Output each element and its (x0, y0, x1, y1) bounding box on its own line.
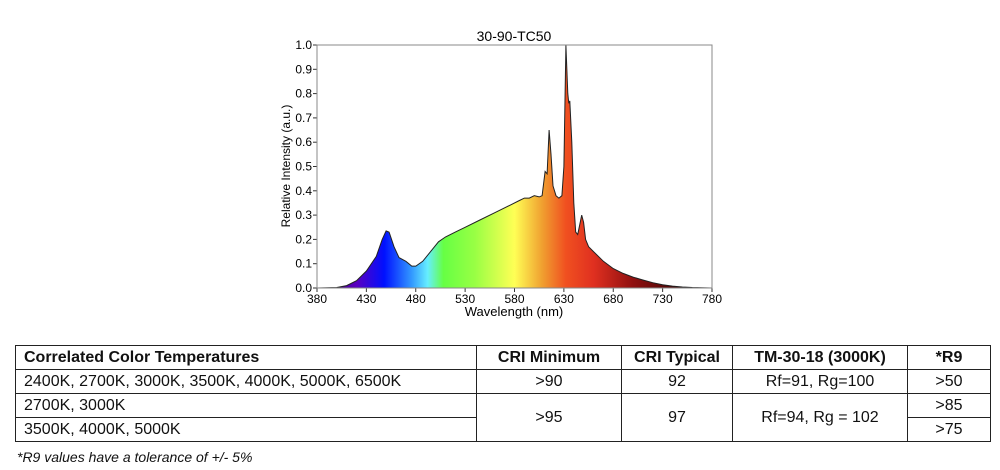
x-axis-label: Wavelength (nm) (465, 304, 564, 319)
cell-cri-min: >95 (476, 393, 622, 442)
y-tick-label: 0.7 (295, 111, 312, 125)
y-tick-label: 0.3 (295, 208, 312, 222)
header-cct: Correlated Color Temperatures (15, 345, 477, 370)
y-tick-label: 0.2 (295, 232, 312, 246)
cell-r9: >50 (907, 369, 991, 394)
x-tick-label: 430 (356, 292, 376, 306)
cri-spec-table: Correlated Color Temperatures CRI Minimu… (15, 345, 991, 442)
header-cri-typ: CRI Typical (621, 345, 733, 370)
y-tick-label: 0.1 (295, 257, 312, 271)
header-cri-min: CRI Minimum (476, 345, 622, 370)
y-tick-label: 0.9 (295, 62, 312, 76)
spectrum-area (317, 45, 712, 288)
cell-r9: >75 (907, 417, 991, 442)
cell-cri-typ: 92 (621, 369, 733, 394)
header-r9: *R9 (907, 345, 991, 370)
x-tick-label: 630 (554, 292, 574, 306)
cell-tm30: Rf=94, Rg = 102 (732, 393, 908, 442)
y-tick-label: 0.5 (295, 160, 312, 174)
cell-tm30: Rf=91, Rg=100 (732, 369, 908, 394)
header-tm30: TM-30-18 (3000K) (732, 345, 908, 370)
x-tick-label: 480 (406, 292, 426, 306)
chart-title: 30-90-TC50 (477, 28, 552, 44)
cell-cct: 2700K, 3000K (15, 393, 477, 418)
x-tick-label: 780 (702, 292, 722, 306)
x-tick-label: 730 (653, 292, 673, 306)
table-row: 2400K, 2700K, 3000K, 3500K, 4000K, 5000K… (15, 369, 991, 394)
table-row: 3500K, 4000K, 5000K >75 (15, 417, 991, 442)
table-row: 2700K, 3000K >95 97 Rf=94, Rg = 102 >85 (15, 393, 991, 442)
table-header-row: Correlated Color Temperatures CRI Minimu… (15, 345, 991, 370)
y-tick-label: 0.0 (295, 281, 312, 295)
y-axis-label: Relative Intensity (a.u.) (279, 105, 293, 228)
y-tick-label: 0.8 (295, 87, 312, 101)
cell-cri-typ: 97 (621, 393, 733, 442)
plot-frame (316, 44, 713, 289)
cell-cct: 3500K, 4000K, 5000K (15, 417, 477, 442)
x-tick-label: 680 (603, 292, 623, 306)
spectrum-chart: 380 430 480 530 580 630 680 730 780 0.0 0.1 0.2 0.3 0… (279, 28, 722, 319)
y-tick-label: 1.0 (295, 38, 312, 52)
cell-r9: >85 (907, 393, 991, 418)
x-tick-label: 580 (504, 292, 524, 306)
x-tick-label: 530 (455, 292, 475, 306)
spectrum-line (316, 44, 713, 289)
y-tick-label: 0.6 (295, 135, 312, 149)
cell-cct: 2400K, 2700K, 3000K, 3500K, 4000K, 5000K… (15, 369, 477, 394)
y-tick-label: 0.4 (295, 184, 312, 198)
cell-cri-min: >90 (476, 369, 622, 394)
x-tick-label: 380 (307, 292, 327, 306)
footnote: *R9 values have a tolerance of +/- 5% (17, 449, 253, 465)
